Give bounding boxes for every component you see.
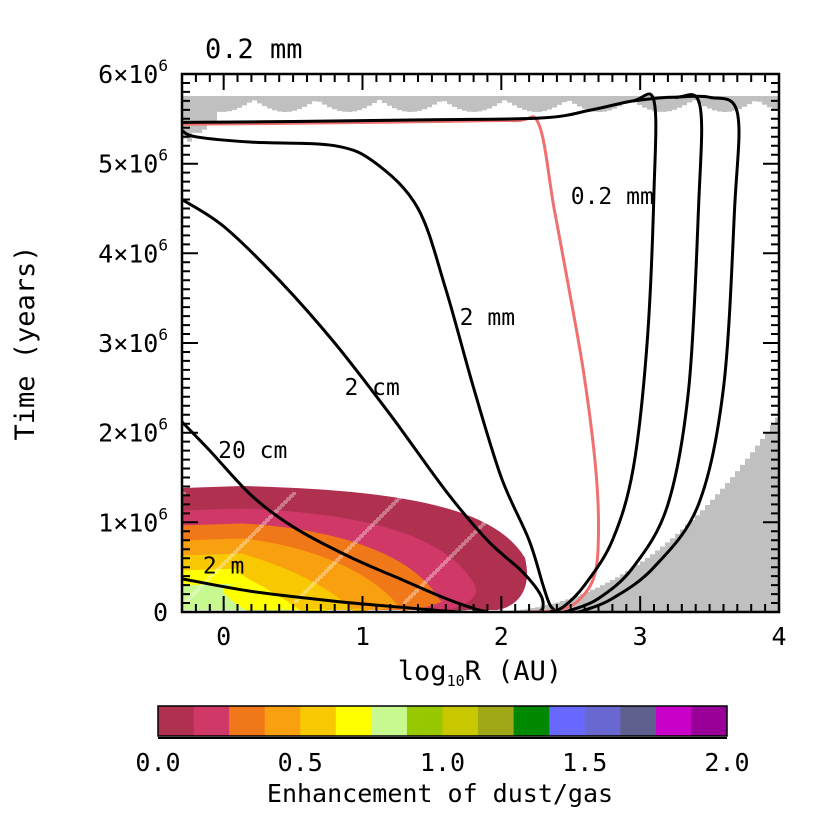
colorbar-swatch xyxy=(478,706,515,736)
colorbar-tick-label: 1.5 xyxy=(562,748,607,777)
x-axis-title: log10R (AU) xyxy=(398,656,562,690)
x-tick-label: 3 xyxy=(633,622,648,651)
curve-curve-6 xyxy=(182,92,658,612)
colorbar: 0.0 0.5 1.0 1.5 2.0 xyxy=(135,705,750,777)
y-tick-exponent: 6 xyxy=(158,325,168,344)
y-tick-mantissa: 1×10 xyxy=(98,508,158,537)
y-tick-exponent: 6 xyxy=(158,235,168,254)
y-tick-mantissa: 5×10 xyxy=(98,150,158,179)
y-tick-label: 0 xyxy=(153,598,168,627)
y-tick-exponent: 6 xyxy=(158,415,168,434)
curve-20-cm xyxy=(182,420,488,612)
top-label: 0.2 mm xyxy=(205,34,303,65)
y-tick-mantissa: 0 xyxy=(153,598,168,627)
y-tick-exponent: 6 xyxy=(158,146,168,165)
curve-label: 0.2 mm xyxy=(571,184,654,210)
colorbar-tick-label: 1.0 xyxy=(420,748,465,777)
y-tick-label: 1×106 xyxy=(98,504,168,537)
x-axis-title-post: R (AU) xyxy=(465,656,563,687)
curve-curve-8 xyxy=(577,94,741,612)
colorbar-frame xyxy=(157,705,728,737)
y-tick-label: 5×106 xyxy=(98,146,168,179)
x-axis-title-pre: log xyxy=(398,656,447,687)
colorbar-swatch xyxy=(264,706,301,736)
colorbar-title: Enhancement of dust/gas xyxy=(267,779,613,808)
colorbar-swatch xyxy=(584,706,621,736)
gray-excluded-region xyxy=(182,96,779,612)
curve-label: 2 cm xyxy=(344,375,399,401)
curve-label: 20 cm xyxy=(218,438,287,464)
colorbar-swatch xyxy=(442,706,479,736)
curve-labels: 0.2 mm 2 mm 2 cm 20 cm 2 m xyxy=(203,184,654,579)
colorbar-tick-label: 2.0 xyxy=(704,748,749,777)
curve-label: 2 m xyxy=(203,553,245,579)
axis-ticks xyxy=(182,73,780,613)
colorbar-swatch xyxy=(620,706,657,736)
colorbar-swatch xyxy=(549,706,586,736)
curve-0-2-mm xyxy=(182,115,601,612)
colorbar-swatch xyxy=(513,706,550,736)
tick-marks xyxy=(182,73,780,613)
colorbar-swatch xyxy=(655,706,692,736)
enhancement-speckle xyxy=(182,492,515,604)
y-tick-mantissa: 6×10 xyxy=(98,60,158,89)
colorbar-swatch xyxy=(229,706,266,736)
curve-label: 2 mm xyxy=(460,305,515,331)
colorbar-swatch xyxy=(158,706,195,736)
curve-2-mm xyxy=(182,129,558,612)
y-axis-title: Time (years) xyxy=(10,245,41,440)
y-tick-label: 6×106 xyxy=(98,56,168,89)
colorbar-swatch xyxy=(193,706,230,736)
colorbar-swatch xyxy=(300,706,337,736)
dust-enhancement-region xyxy=(182,486,528,612)
colorbar-tick-label: 0.5 xyxy=(278,748,323,777)
curve-2-cm xyxy=(182,198,545,612)
y-tick-mantissa: 4×10 xyxy=(98,239,158,268)
x-tick-label: 2 xyxy=(494,622,509,651)
y-tick-label: 4×106 xyxy=(98,235,168,268)
colorbar-tick-label: 0.0 xyxy=(135,748,180,777)
y-tick-label: 3×106 xyxy=(98,325,168,358)
x-tick-label: 1 xyxy=(355,622,370,651)
y-tick-mantissa: 2×10 xyxy=(98,419,158,448)
plot-frame xyxy=(180,72,781,614)
colorbar-swatch xyxy=(371,706,408,736)
gray-region-cells xyxy=(182,96,779,612)
colorbar-swatch xyxy=(406,706,443,736)
y-tick-exponent: 6 xyxy=(158,504,168,523)
y-tick-label: 2×106 xyxy=(98,415,168,448)
y-tick-mantissa: 3×10 xyxy=(98,329,158,358)
y-tick-exponent: 6 xyxy=(158,56,168,75)
x-axis-title-sub: 10 xyxy=(447,672,465,690)
x-tick-label: 4 xyxy=(771,622,786,651)
colorbar-swatch xyxy=(691,706,728,736)
x-tick-label: 0 xyxy=(216,622,231,651)
colorbar-swatch xyxy=(335,706,372,736)
